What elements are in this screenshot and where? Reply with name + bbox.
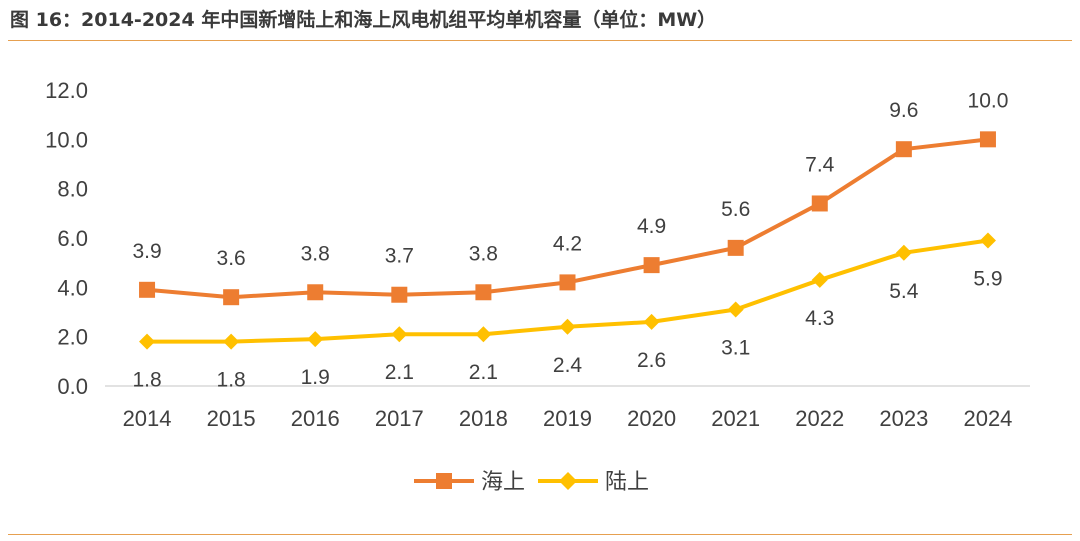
data-point-diamond <box>811 271 828 288</box>
data-point-square <box>307 284 324 301</box>
data-point-square <box>475 284 492 301</box>
x-tick-label: 2015 <box>207 406 256 431</box>
data-label: 5.9 <box>973 267 1002 290</box>
x-tick-label: 2022 <box>795 406 844 431</box>
data-label: 1.8 <box>217 369 246 392</box>
data-label: 2.6 <box>637 349 666 372</box>
bottom-divider <box>8 534 1072 535</box>
data-point-diamond <box>475 326 492 343</box>
data-point-diamond <box>391 326 408 343</box>
data-point-square <box>139 281 156 298</box>
series-onshore: 1.8 1.8 1.9 2.1 2.1 2.4 2.6 3.1 4.3 5.4 5.9 <box>132 232 1003 392</box>
series-line <box>145 137 990 300</box>
data-label: 3.9 <box>132 240 161 263</box>
y-tick-label: 12.0 <box>45 78 88 103</box>
legend[interactable]: 海上 陆上 <box>414 470 649 495</box>
legend-label: 陆上 <box>605 470 649 495</box>
data-point-diamond <box>643 313 660 330</box>
data-label: 1.9 <box>301 366 330 389</box>
x-tick-label: 2014 <box>123 406 172 431</box>
x-tick-label: 2016 <box>291 406 340 431</box>
x-tick-label: 2021 <box>711 406 760 431</box>
data-point-square <box>727 239 744 256</box>
x-axis-ticks: 2014 2015 2016 2017 2018 2019 2020 2021 2022 2023… <box>123 406 1013 431</box>
data-point-square <box>223 289 240 306</box>
data-point-diamond <box>559 318 576 335</box>
top-divider <box>8 40 1072 41</box>
data-label: 10.0 <box>968 89 1009 112</box>
data-point-diamond <box>727 301 744 318</box>
data-point-square <box>391 286 408 303</box>
data-label: 3.7 <box>385 245 414 268</box>
data-point-diamond <box>223 333 240 350</box>
data-label: 2.1 <box>469 361 498 384</box>
data-label: 5.4 <box>889 280 919 303</box>
x-tick-label: 2017 <box>375 406 424 431</box>
data-point-diamond <box>895 244 912 261</box>
x-tick-label: 2020 <box>627 406 676 431</box>
data-label: 9.6 <box>889 99 918 122</box>
data-point-square <box>643 257 660 274</box>
y-axis-ticks: 0.0 2.0 4.0 6.0 8.0 10.0 12.0 <box>45 78 88 399</box>
data-point-diamond <box>979 232 996 249</box>
data-label: 2.4 <box>553 354 583 377</box>
y-tick-label: 10.0 <box>45 127 88 152</box>
data-label: 5.6 <box>721 198 750 221</box>
data-label: 3.1 <box>721 337 750 360</box>
legend-label: 海上 <box>481 470 525 495</box>
x-tick-label: 2023 <box>879 406 928 431</box>
data-label: 1.8 <box>132 369 161 392</box>
legend-marker-square <box>436 473 452 489</box>
y-tick-label: 8.0 <box>57 177 88 202</box>
data-label: 3.6 <box>217 247 246 270</box>
data-label: 2.1 <box>385 361 414 384</box>
data-label: 3.8 <box>469 242 498 265</box>
data-point-square <box>979 131 996 148</box>
data-label: 4.2 <box>553 232 582 255</box>
y-tick-label: 0.0 <box>57 374 88 399</box>
data-label: 4.9 <box>637 215 666 238</box>
data-point-square <box>811 195 828 212</box>
series-group: 3.9 3.6 3.8 3.7 3.8 4.24.95.67.49.6 10.01.8 1.8… <box>132 89 1008 391</box>
data-point-diamond <box>139 333 156 350</box>
data-point-square <box>895 141 912 158</box>
data-label: 7.4 <box>805 153 835 176</box>
data-point-square <box>559 274 576 291</box>
figure-caption: 图 16：2014-2024 年中国新增陆上和海上风电机组平均单机容量（单位：M… <box>10 9 717 31</box>
legend-marker-diamond <box>559 472 577 490</box>
y-tick-label: 2.0 <box>57 325 88 350</box>
data-label: 4.3 <box>805 307 834 330</box>
data-label: 3.8 <box>301 242 330 265</box>
x-tick-label: 2018 <box>459 406 508 431</box>
data-point-diamond <box>307 331 324 348</box>
x-tick-label: 2019 <box>543 406 592 431</box>
series-offshore: 3.9 3.6 3.8 3.7 3.8 4.2 4.9 5.6 7.4 9.6 10.0 <box>132 89 1009 306</box>
y-tick-label: 4.0 <box>57 275 88 300</box>
y-tick-label: 6.0 <box>57 226 88 251</box>
x-tick-label: 2024 <box>963 406 1012 431</box>
